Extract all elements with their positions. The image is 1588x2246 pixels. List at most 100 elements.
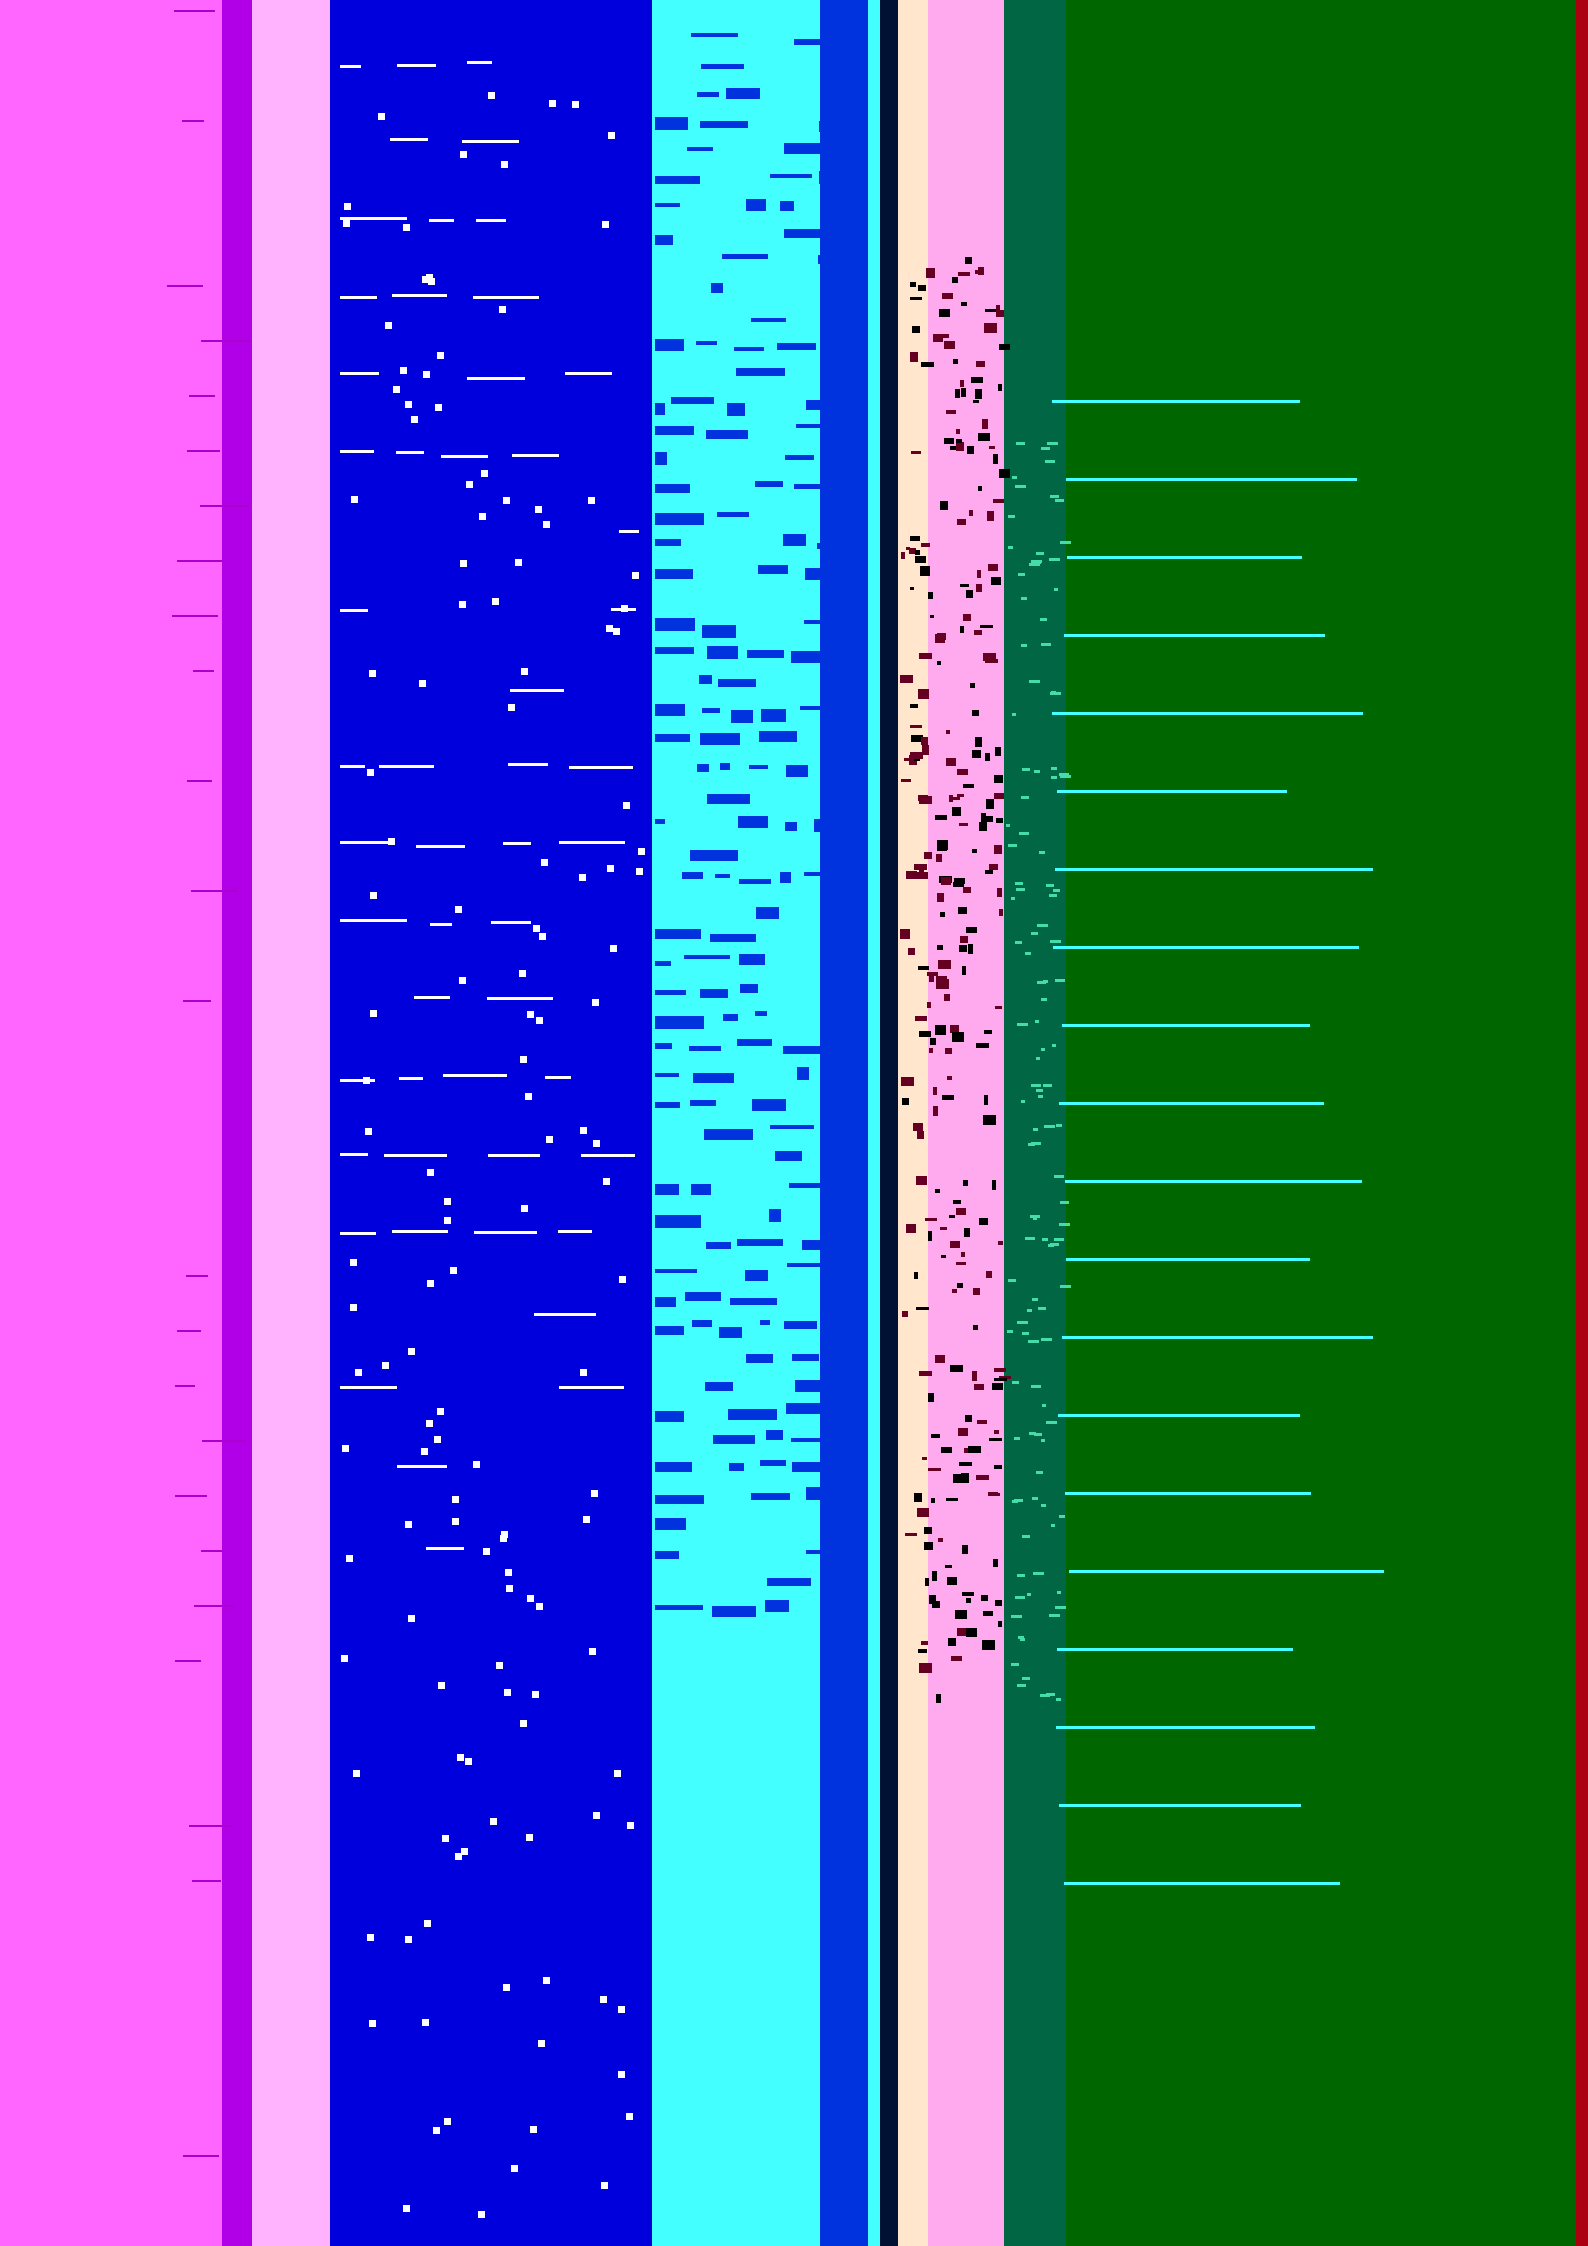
- fragment-mark: [719, 1327, 742, 1338]
- dash-mark: [397, 1465, 447, 1468]
- dash-mark: [340, 1153, 368, 1156]
- teal-noise-mark: [1036, 552, 1044, 555]
- fragment-mark: [796, 424, 824, 428]
- fragment-mark: [655, 1462, 692, 1472]
- teal-noise-mark: [1059, 1223, 1070, 1226]
- dot-mark: [538, 2040, 545, 2047]
- teal-noise-mark: [1051, 767, 1057, 770]
- noise-mark: [996, 818, 1003, 823]
- noise-mark: [994, 1430, 999, 1434]
- teal-noise-mark: [1031, 1084, 1041, 1087]
- teal-noise-mark: [1015, 941, 1022, 944]
- teal-noise-mark: [1044, 1125, 1055, 1128]
- dash-mark: [340, 372, 379, 375]
- fragment-mark: [655, 339, 684, 351]
- dot-mark: [508, 704, 515, 711]
- dash-mark: [441, 455, 488, 458]
- teal-noise-mark: [1036, 1057, 1040, 1060]
- fragment-mark: [655, 203, 680, 207]
- teal-noise-mark: [1012, 1381, 1019, 1384]
- noise-mark: [902, 1098, 909, 1105]
- noise-mark: [956, 429, 960, 434]
- dot-mark: [405, 1521, 412, 1528]
- teal-noise-mark: [1059, 1515, 1065, 1518]
- noise-mark: [947, 1076, 952, 1080]
- fragment-mark: [791, 651, 821, 663]
- dot-mark: [572, 101, 579, 108]
- dash-mark: [443, 1074, 507, 1077]
- fragment-mark: [818, 255, 851, 264]
- noise-mark: [945, 1565, 952, 1568]
- noise-mark: [988, 564, 998, 571]
- teal-noise-mark: [1036, 1471, 1043, 1474]
- noise-mark: [950, 446, 956, 450]
- noise-mark: [984, 323, 997, 333]
- fragment-mark: [752, 1099, 786, 1111]
- fragment-mark: [800, 706, 824, 710]
- dot-mark: [521, 1205, 528, 1212]
- noise-mark: [944, 994, 950, 1001]
- noise-mark: [910, 587, 914, 590]
- fragment-mark: [655, 1215, 701, 1228]
- noise-mark: [915, 556, 926, 563]
- dot-mark: [367, 1934, 374, 1941]
- line-mark: [1052, 400, 1300, 403]
- dot-mark: [526, 1834, 533, 1841]
- dash-mark: [534, 1313, 596, 1316]
- teal-noise-mark: [1056, 1698, 1061, 1701]
- fragment-mark: [655, 618, 695, 631]
- fragment-mark: [804, 872, 845, 876]
- dot-mark: [466, 481, 473, 488]
- noise-mark: [951, 1656, 962, 1661]
- noise-mark: [976, 361, 985, 367]
- noise-mark: [994, 1378, 1007, 1381]
- fragment-mark: [691, 33, 738, 37]
- dash-mark: [392, 294, 447, 297]
- dot-mark: [460, 151, 467, 158]
- teal-noise-mark: [1032, 1497, 1038, 1500]
- teal-noise-mark: [1042, 1238, 1048, 1241]
- fragment-mark: [691, 1184, 711, 1195]
- noise-mark: [979, 822, 987, 831]
- teal-noise-mark: [1049, 558, 1060, 561]
- dot-mark: [350, 1304, 357, 1311]
- line-mark: [1064, 634, 1325, 637]
- noise-mark: [973, 400, 979, 403]
- noise-mark: [928, 592, 933, 599]
- noise-mark: [921, 737, 928, 745]
- dash-mark: [581, 1154, 635, 1157]
- noise-mark: [985, 659, 998, 663]
- tick-mark: [189, 1825, 232, 1827]
- noise-mark: [995, 747, 1001, 756]
- dot-mark: [428, 278, 435, 285]
- band-cyan-thin: [868, 0, 880, 2246]
- dash-mark: [416, 845, 465, 848]
- teal-noise-mark: [1055, 979, 1065, 982]
- fragment-mark: [712, 1606, 756, 1617]
- noise-mark: [927, 972, 938, 976]
- dot-mark: [427, 1280, 434, 1287]
- noise-mark: [937, 893, 944, 902]
- dash-mark: [503, 842, 531, 845]
- teal-noise-mark: [1041, 1338, 1052, 1341]
- fragment-mark: [766, 1430, 783, 1440]
- fragment-mark: [755, 1011, 767, 1016]
- dot-mark: [408, 1348, 415, 1355]
- dot-mark: [424, 1920, 431, 1927]
- noise-mark: [932, 1571, 937, 1581]
- dash-mark: [430, 923, 452, 926]
- noise-mark: [963, 1180, 968, 1186]
- noise-mark: [901, 779, 911, 782]
- teal-noise-mark: [1021, 644, 1027, 647]
- noise-mark: [963, 784, 974, 788]
- noise-mark: [967, 446, 974, 454]
- fragment-mark: [706, 430, 748, 439]
- fragment-mark: [791, 1438, 829, 1442]
- noise-mark: [935, 1025, 946, 1035]
- dot-mark: [403, 2205, 410, 2212]
- fragment-mark: [840, 484, 856, 497]
- teal-noise-mark: [1029, 680, 1040, 683]
- dot-mark: [520, 1056, 527, 1063]
- dot-mark: [343, 220, 350, 227]
- fragment-mark: [727, 403, 745, 416]
